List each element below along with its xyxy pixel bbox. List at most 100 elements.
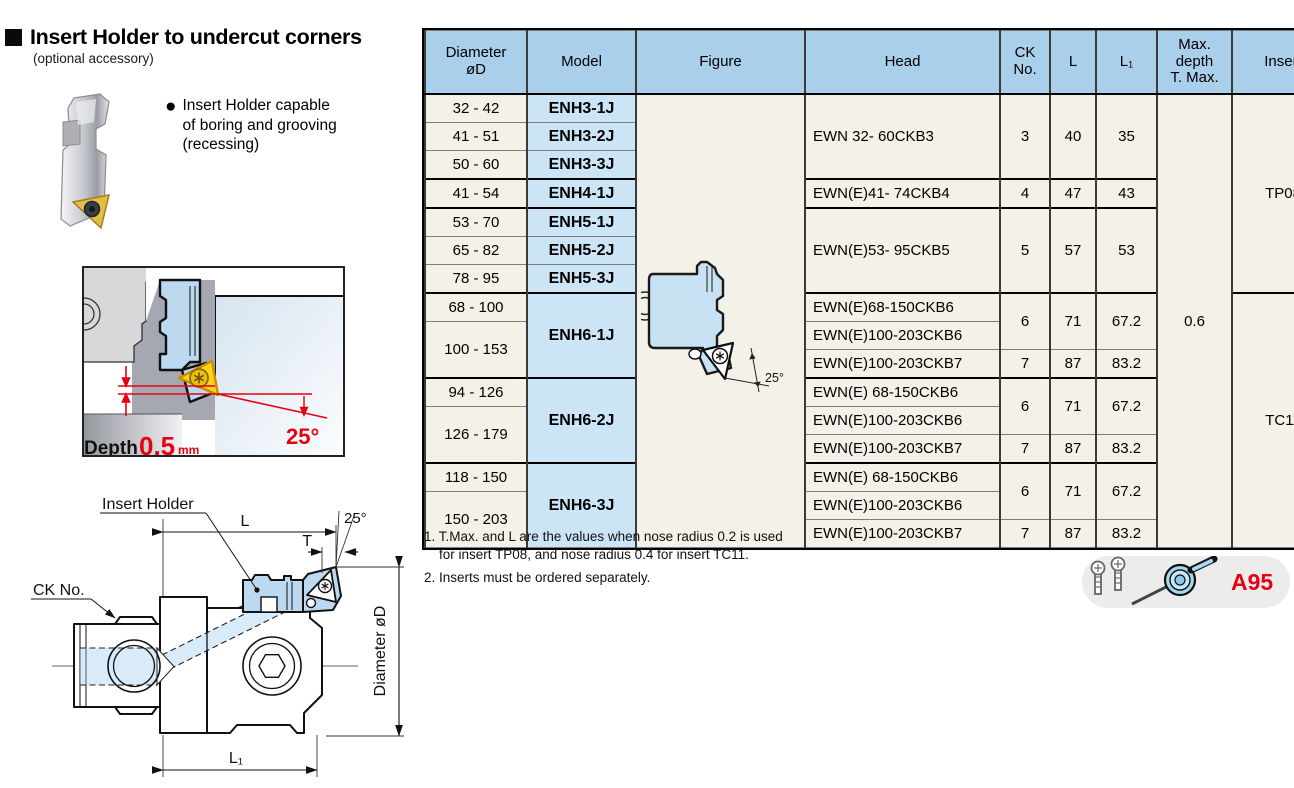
depth-unit: mm [178, 443, 199, 457]
l-cell: 87 [1049, 519, 1097, 548]
table-row: 78 - 95 ENH5-3J [424, 264, 1294, 294]
table-row: EWN(E)100-203CKB7 7 87 83.2 [425, 349, 1294, 379]
l-cell: 71 [1049, 377, 1097, 435]
feature-bullet: ● Insert Holder capable of boring and gr… [165, 96, 337, 155]
head-cell: EWN 32- 60CKB3 [804, 93, 1001, 180]
accessory-tools-icon [1090, 556, 1218, 606]
dim-L1: L₁ [152, 735, 318, 777]
dim-label-L1: L₁ [229, 750, 243, 767]
l1-cell: 83.2 [1095, 519, 1158, 548]
l-cell: 47 [1049, 178, 1097, 209]
dia-cell: 78 - 95 [424, 264, 528, 294]
dia-cell: 41 - 54 [424, 178, 528, 209]
dia-cell: 68 - 100 [424, 292, 528, 322]
page-title: Insert Holder to undercut corners [30, 25, 362, 49]
dia-cell: 126 - 179 [424, 406, 528, 464]
ck-cell: 7 [999, 434, 1051, 464]
col-header-ck: CK No. [999, 30, 1051, 95]
table-row: 32 - 42 ENH3-1J [424, 93, 1294, 548]
table-row: 41 - 54 ENH4-1J EWN(E)41- 74CKB4 4 47 43 [424, 178, 1294, 209]
model-cell: ENH5-2J [526, 236, 637, 265]
head-cell: EWN(E)53- 95CKB5 [804, 207, 1001, 294]
l-cell: 57 [1049, 207, 1097, 294]
l-cell: 71 [1049, 292, 1097, 350]
table-row: EWN(E)100-203CKB7 7 87 83.2 [425, 434, 1294, 464]
page-reference-label: A95 [1231, 568, 1274, 595]
product-photo [46, 92, 138, 242]
insert-cell-tp08: TP08 [1231, 93, 1294, 294]
head-cell: EWN(E)100-203CKB7 [804, 519, 1001, 548]
ck-no-label: CK No. [33, 582, 85, 599]
model-cell: ENH3-2J [526, 122, 637, 151]
max-depth-cell: 0.6 [1156, 93, 1233, 548]
dia-cell: 65 - 82 [424, 236, 528, 265]
l1-cell: 67.2 [1095, 462, 1158, 520]
l1-cell: 67.2 [1095, 292, 1158, 350]
bore-path [80, 594, 294, 687]
head-cell: EWN(E) 68-150CKB6 [804, 377, 1001, 407]
angle-label: 25° [286, 424, 319, 449]
table-row: 53 - 70 ENH5-1J EWN(E)53- 95CKB5 5 57 53 [424, 207, 1294, 294]
ck-cell: 6 [999, 377, 1051, 435]
ck-cell: 6 [999, 462, 1051, 520]
figure-angle-label: 25° [765, 371, 784, 385]
l1-cell: 83.2 [1095, 349, 1158, 379]
spec-table: Diameter øD Model Figure Head CK No. L L… [422, 28, 1294, 550]
footnote-1-line-2: for insert TP08, and nose radius 0.4 for… [439, 546, 749, 562]
model-cell: ENH5-3J [526, 264, 637, 294]
col-header-l1: L₁ [1095, 30, 1158, 95]
page-subtitle: (optional accessory) [33, 51, 154, 66]
model-cell: ENH4-1J [526, 178, 637, 209]
ck-cell: 7 [999, 349, 1051, 379]
dia-cell: 41 - 51 [424, 122, 528, 151]
depth-label: Depth [84, 438, 138, 457]
figure-drawing: 25° [638, 260, 784, 393]
table-row: 50 - 60 ENH3-3J [424, 150, 1294, 180]
page-reference-badge: A95 [1082, 556, 1290, 608]
dim-T: T [302, 533, 358, 573]
l1-cell: 43 [1095, 178, 1158, 209]
l-cell: 40 [1049, 93, 1097, 180]
dia-cell: 150 - 203 [424, 491, 528, 548]
section-marker-square [5, 29, 22, 46]
model-cell: ENH6-2J [526, 377, 637, 464]
table-row: 118 - 150 ENH6-3J EWN(E) 68-150CKB6 6 71… [424, 462, 1294, 548]
head-cell: EWN(E)100-203CKB7 [804, 434, 1001, 464]
table-row: EWN(E)100-203CKB7 7 87 83.2 [425, 519, 1294, 548]
table-row: 65 - 82 ENH5-2J [424, 236, 1294, 265]
dia-cell: 53 - 70 [424, 207, 528, 237]
table-row: 68 - 100 ENH6-1J EWN(E)68-150CKB6 6 71 6… [424, 292, 1294, 548]
l1-cell: 53 [1095, 207, 1158, 294]
l1-cell: 83.2 [1095, 434, 1158, 464]
technical-drawing: L 25° T Diameter øD L₁ [0, 483, 430, 783]
head-cell: EWN(E)100-203CKB6 [804, 321, 1001, 350]
ck-cell: 6 [999, 292, 1051, 350]
model-cell: ENH5-1J [526, 207, 637, 237]
head-cell: EWN(E)68-150CKB6 [804, 292, 1001, 322]
col-header-diameter: Diameter øD [424, 30, 528, 95]
head-cell: EWN(E)100-203CKB6 [804, 491, 1001, 520]
l1-cell: 67.2 [1095, 377, 1158, 435]
ck-cell: 3 [999, 93, 1051, 180]
head-cell: EWN(E)41- 74CKB4 [804, 178, 1001, 209]
model-cell: ENH3-1J [526, 93, 637, 123]
workpiece-wall [215, 296, 345, 457]
table-row: 150 - 203 EWN(E)100-203CKB6 [424, 491, 1294, 548]
col-header-figure: Figure [635, 30, 806, 95]
insert-cell-tc11: TC11 [1231, 292, 1294, 548]
col-header-l: L [1049, 30, 1097, 95]
table-row: 94 - 126 ENH6-2J EWN(E) 68-150CKB6 6 71 … [424, 377, 1294, 464]
col-header-depth: Max. depth T. Max. [1156, 30, 1233, 95]
head-cell: EWN(E)100-203CKB7 [804, 349, 1001, 379]
insert-holder-label: Insert Holder [102, 496, 194, 513]
model-cell: ENH6-1J [526, 292, 637, 379]
bullet-dot-icon: ● [165, 96, 177, 117]
table-row: 41 - 51 ENH3-2J [424, 122, 1294, 151]
dia-cell: 50 - 60 [424, 150, 528, 180]
dim-label-L: L [241, 513, 250, 530]
l-cell: 87 [1049, 349, 1097, 379]
dia-cell: 32 - 42 [424, 93, 528, 123]
footnote-2: 2. Inserts must be ordered separately. [424, 570, 651, 586]
model-cell: ENH6-3J [526, 462, 637, 548]
l-cell: 71 [1049, 462, 1097, 520]
